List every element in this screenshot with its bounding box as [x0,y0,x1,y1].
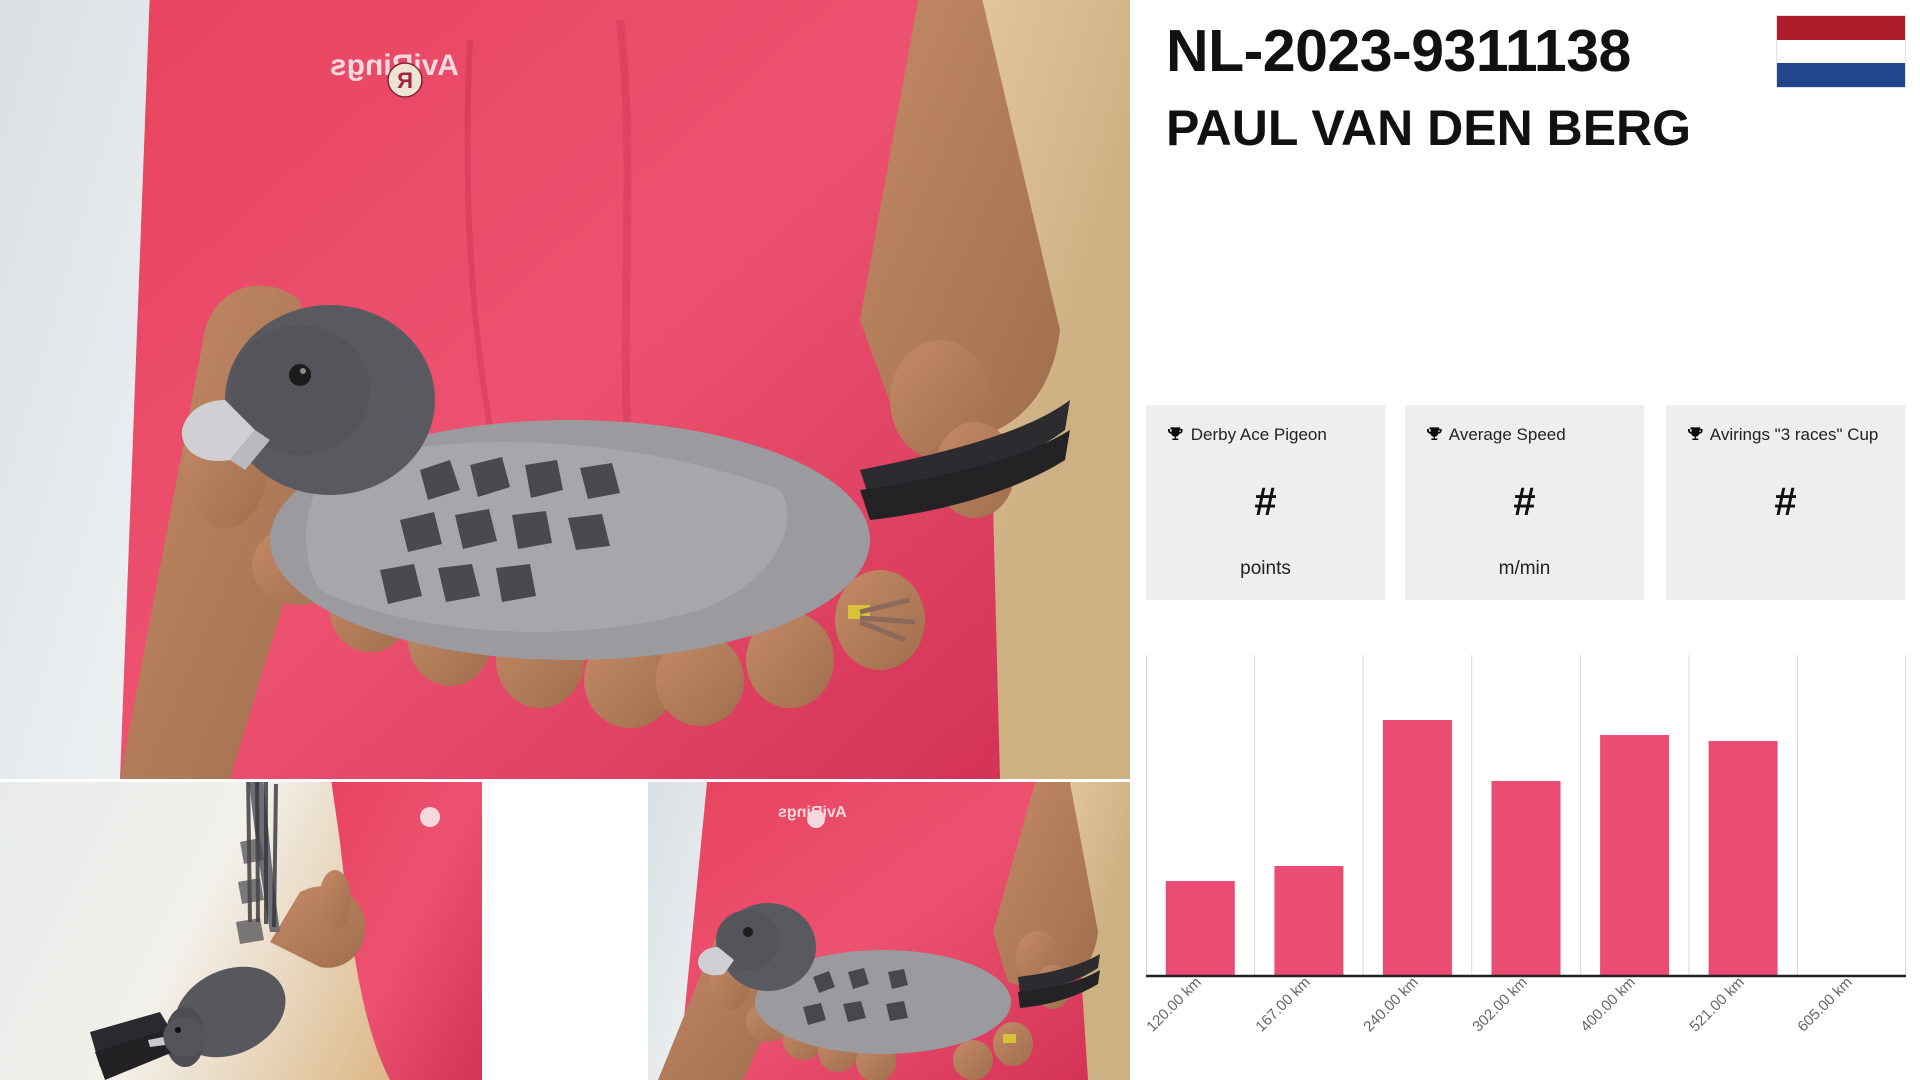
svg-text:240.00 km: 240.00 km [1360,974,1422,1036]
svg-text:R: R [397,68,413,93]
svg-text:167.00 km: 167.00 km [1252,974,1314,1036]
svg-text:605.00 km: 605.00 km [1794,974,1856,1036]
svg-text:400.00 km: 400.00 km [1577,974,1639,1036]
svg-text:521.00 km: 521.00 km [1686,974,1748,1036]
svg-text:120.00 km: 120.00 km [1143,974,1205,1036]
svg-text:302.00 km: 302.00 km [1469,974,1531,1036]
